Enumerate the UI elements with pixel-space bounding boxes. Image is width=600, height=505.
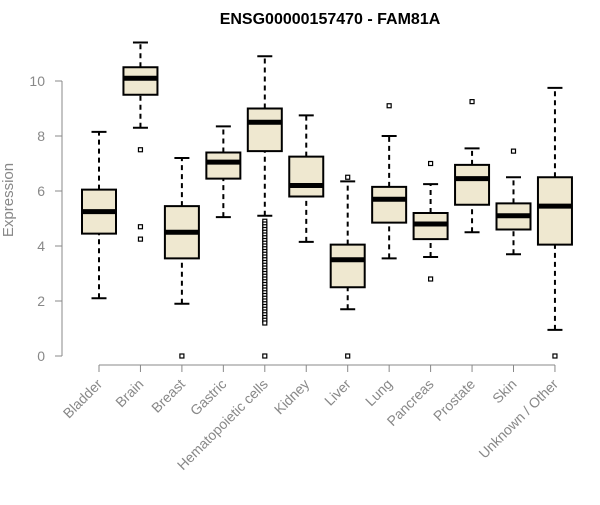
chart-title: ENSG00000157470 - FAM81A — [220, 11, 441, 28]
outlier-point — [137, 236, 144, 242]
box-liver — [329, 174, 366, 359]
outlier-point — [510, 148, 517, 154]
iqr-box — [122, 66, 159, 96]
iqr-box — [288, 155, 325, 198]
box-breast — [163, 157, 200, 359]
box-lung — [371, 103, 408, 260]
x-tick-label: Bladder — [60, 376, 106, 422]
box-gastric — [205, 125, 242, 219]
box-bladder — [81, 130, 117, 300]
outlier-point — [137, 224, 144, 230]
outlier-point — [262, 320, 268, 326]
box-kidney — [288, 114, 325, 243]
box-prostate — [454, 99, 491, 234]
outlier-point — [428, 276, 434, 282]
box-hematopoietic-cells — [246, 55, 283, 359]
box-skin — [495, 148, 532, 256]
iqr-box — [329, 243, 366, 289]
outlier-point — [552, 353, 558, 359]
y-axis: 0 2 4 6 8 10 — [29, 73, 63, 364]
x-tick-label: Lung — [362, 376, 395, 409]
box-brain — [122, 41, 159, 242]
outlier-point — [345, 174, 351, 180]
iqr-box — [454, 163, 491, 206]
x-tick-label: Prostate — [430, 376, 478, 424]
iqr-box — [246, 107, 283, 153]
iqr-box — [205, 151, 242, 180]
outlier-point — [137, 147, 144, 153]
y-tick-label: 8 — [37, 128, 45, 144]
outlier-point — [179, 353, 185, 359]
x-tick-label: Kidney — [271, 376, 313, 418]
x-tick-label: Liver — [321, 376, 354, 409]
y-tick-label: 2 — [37, 293, 45, 309]
x-tick-label: Skin — [489, 376, 520, 407]
y-tick-label: 10 — [29, 73, 45, 89]
outlier-point — [262, 353, 268, 359]
iqr-box — [536, 176, 573, 246]
x-tick-label: Unknown / Other — [475, 376, 561, 462]
outlier-point — [428, 160, 434, 167]
outlier-point — [469, 99, 475, 105]
box-pancreas — [412, 160, 449, 282]
box-unknown-other — [536, 86, 573, 359]
y-axis-label: Expression — [0, 163, 17, 237]
y-tick-label: 0 — [37, 348, 45, 364]
box-series — [81, 41, 573, 359]
y-tick-label: 4 — [37, 238, 45, 254]
x-tick-label: Breast — [148, 376, 188, 416]
outlier-point — [386, 103, 392, 109]
outlier-point — [345, 353, 351, 359]
y-tick-label: 6 — [37, 183, 45, 199]
x-tick-label: Brain — [112, 376, 146, 410]
iqr-box — [371, 185, 408, 224]
